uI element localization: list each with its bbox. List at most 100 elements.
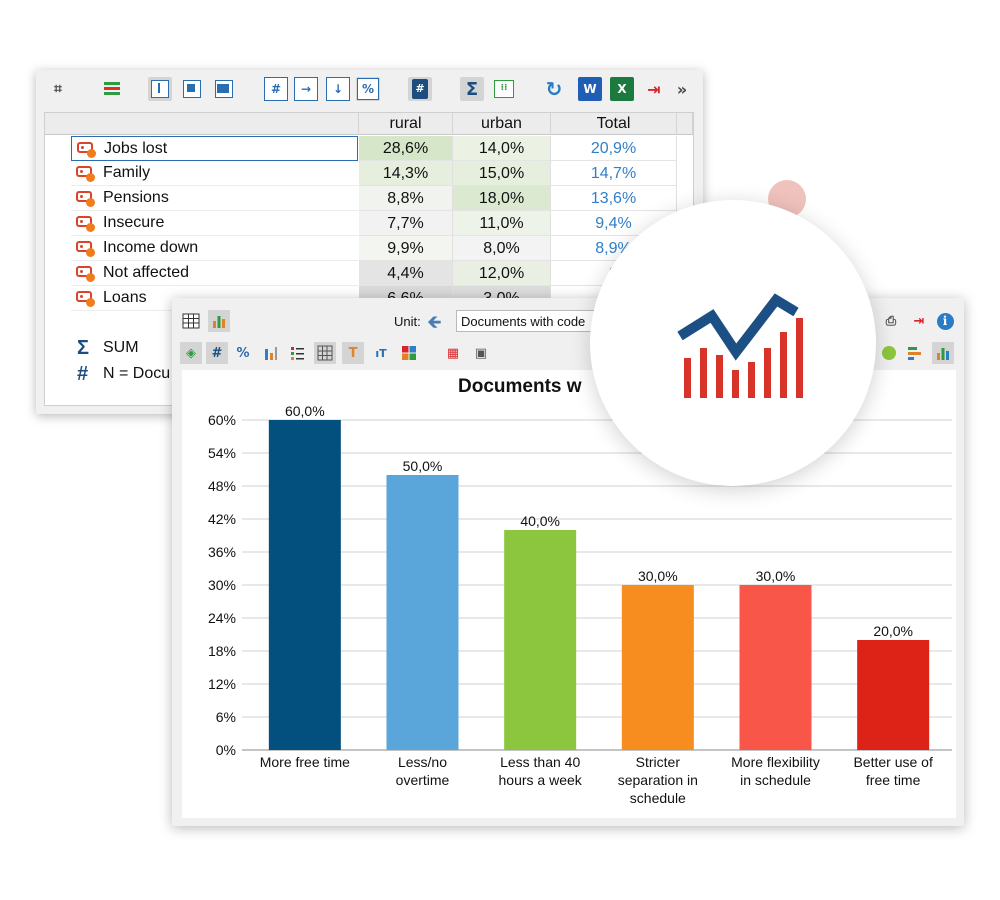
hash-table-icon[interactable]: # [264, 77, 288, 101]
badge-bar [684, 358, 691, 398]
column-header-urban[interactable]: urban [453, 113, 551, 135]
cell-income-down-rural[interactable]: 9,9% [359, 236, 453, 261]
x-tick-label: Stricter [636, 754, 681, 770]
layers-icon[interactable]: ▣ [474, 345, 488, 361]
word-icon[interactable]: W [578, 77, 602, 101]
y-tick-label: 30% [208, 577, 236, 593]
cell-pensions-urban[interactable]: 18,0% [453, 186, 551, 211]
code-color-dot [86, 223, 95, 232]
sigma-icon: Σ [77, 337, 90, 359]
bar [739, 585, 812, 750]
document-hash-icon[interactable]: # [408, 77, 432, 101]
title-toggle-icon[interactable]: T [342, 342, 364, 364]
badge-bar [764, 348, 771, 398]
more-icon[interactable]: » [676, 79, 688, 99]
chart-title: Documents w [458, 376, 582, 397]
row-label-text: Loans [103, 289, 147, 306]
stack-icon[interactable] [100, 77, 124, 101]
data-label: 60,0% [285, 403, 325, 419]
code-icon [76, 216, 92, 227]
row-label-income-down[interactable]: Income down [71, 236, 358, 261]
sigma-icon[interactable]: Σ [460, 77, 484, 101]
code-icon [76, 266, 92, 277]
cell-jobs-lost-rural[interactable]: 28,6% [359, 136, 453, 161]
bar [857, 640, 930, 750]
x-tick-label: Less than 40 [500, 754, 580, 770]
row-label-pensions[interactable]: Pensions [71, 186, 358, 211]
export-icon[interactable]: ⇥ [913, 313, 925, 329]
vbar-icon[interactable] [932, 342, 954, 364]
cell-family-total[interactable]: 14,7% [551, 161, 677, 186]
data-label: 40,0% [520, 513, 560, 529]
bar [621, 585, 694, 750]
x-tick-label: Less/no [398, 754, 447, 770]
col-layout-3-icon[interactable] [212, 77, 236, 101]
data-label: 30,0% [638, 568, 678, 584]
data-label: 50,0% [403, 458, 443, 474]
x-tick-label: hours a week [499, 772, 583, 788]
cell-insecure-rural[interactable]: 7,7% [359, 211, 453, 236]
cell-pensions-total[interactable]: 13,6% [551, 186, 677, 211]
code-color-dot [86, 198, 95, 207]
cell-jobs-lost-urban[interactable]: 14,0% [453, 136, 551, 161]
code-color-dot [86, 248, 95, 257]
gridlines-icon[interactable] [314, 342, 336, 364]
hash-icon[interactable]: # [206, 342, 228, 364]
row-label-jobs-lost[interactable]: Jobs lost [71, 136, 358, 161]
chart-view-icon[interactable] [208, 310, 230, 332]
col-layout-2-icon[interactable] [180, 77, 204, 101]
arrow-down-box-icon[interactable]: ↓ [326, 77, 350, 101]
cell-not-affected-urban[interactable]: 12,0% [453, 261, 551, 286]
row-label-insecure[interactable]: Insecure [71, 211, 358, 236]
excel-icon[interactable]: X [610, 77, 634, 101]
arrow-right-box-icon[interactable]: → [294, 77, 318, 101]
bar [386, 475, 459, 750]
tag-icon[interactable]: ◈ [180, 342, 202, 364]
bar-sort-icon[interactable] [260, 342, 282, 364]
code-icon [76, 241, 92, 252]
crosstab-window: ⌗ # → ↓ % # Σ ⁝⁝ ↻ W X ⇥ » rural urban T… [36, 70, 703, 414]
print-icon[interactable]: ⎙ [885, 313, 897, 329]
refresh-icon[interactable]: ↻ [545, 77, 563, 101]
header-corner [45, 113, 359, 135]
filter-icon[interactable]: ▦ [446, 345, 460, 361]
y-tick-label: 18% [208, 643, 236, 659]
list-icon[interactable] [286, 342, 308, 364]
table-view-icon[interactable] [180, 310, 202, 332]
cell-jobs-lost-total[interactable]: 20,9% [551, 136, 677, 161]
cell-not-affected-rural[interactable]: 4,4% [359, 261, 453, 286]
color-palette-icon[interactable] [398, 342, 420, 364]
cell-income-down-urban[interactable]: 8,0% [453, 236, 551, 261]
badge-bar [716, 355, 723, 398]
cell-family-rural[interactable]: 14,3% [359, 161, 453, 186]
y-tick-label: 12% [208, 676, 236, 692]
chart-toolbar: Unit: 🡸 Documents with code ⎙ ⇥ i ◈ # % … [172, 298, 964, 370]
row-label-text: Not affected [103, 264, 189, 281]
cell-family-urban[interactable]: 15,0% [453, 161, 551, 186]
unit-arrow-icon[interactable]: 🡸 [427, 312, 442, 332]
row-label-family[interactable]: Family [71, 161, 358, 186]
cell-insecure-urban[interactable]: 11,0% [453, 211, 551, 236]
column-header-rural[interactable]: rural [359, 113, 453, 135]
data-label: 20,0% [873, 623, 913, 639]
info-icon[interactable]: i [934, 310, 956, 332]
code-color-dot [86, 273, 95, 282]
hbar-icon[interactable] [904, 342, 926, 364]
col-layout-1-icon[interactable] [148, 77, 172, 101]
percent-icon[interactable]: % [236, 345, 250, 361]
x-tick-label: More free time [260, 754, 350, 770]
table-select-icon[interactable]: ⌗ [54, 81, 62, 97]
crosstab-toolbar: ⌗ # → ↓ % # Σ ⁝⁝ ↻ W X ⇥ » [36, 70, 703, 108]
cell-pensions-rural[interactable]: 8,8% [359, 186, 453, 211]
x-tick-label: More flexibility [731, 754, 820, 770]
axis-label-icon[interactable]: ıT [375, 346, 387, 360]
row-label-not-affected[interactable]: Not affected [71, 261, 358, 286]
grid-toggle-icon[interactable]: ⁝⁝ [492, 77, 516, 101]
export-icon[interactable]: ⇥ [647, 79, 661, 99]
x-tick-label: schedule [630, 790, 686, 806]
pie-icon[interactable] [878, 342, 900, 364]
percent-icon[interactable]: % [356, 77, 380, 101]
column-header-total[interactable]: Total [551, 113, 677, 135]
chart-trend-icon [677, 293, 803, 398]
code-color-dot [86, 298, 95, 307]
